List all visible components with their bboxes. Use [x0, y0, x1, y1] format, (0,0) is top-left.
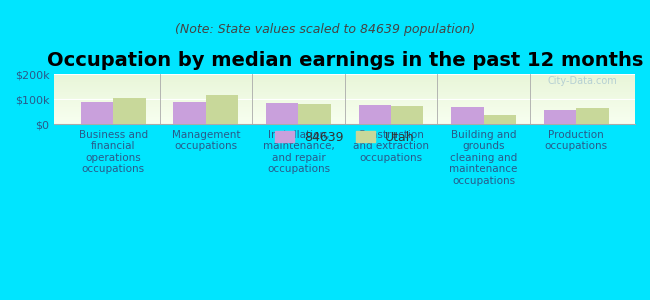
Bar	[451, 107, 484, 124]
Bar	[55, 83, 635, 84]
Bar	[206, 95, 239, 124]
Bar	[55, 117, 635, 118]
Bar	[55, 97, 635, 98]
Bar	[55, 102, 635, 103]
Bar	[113, 98, 146, 124]
Bar	[55, 118, 635, 119]
Bar	[55, 99, 635, 100]
Bar	[55, 104, 635, 105]
Bar	[55, 76, 635, 77]
Bar	[55, 81, 635, 82]
Bar	[391, 106, 423, 124]
Bar	[55, 109, 635, 110]
Bar	[55, 103, 635, 104]
Bar	[55, 89, 635, 90]
Bar	[55, 121, 635, 122]
Legend: 84639, Utah: 84639, Utah	[270, 126, 419, 148]
Bar	[576, 108, 608, 124]
Bar	[55, 112, 635, 113]
Bar	[174, 102, 206, 124]
Bar	[55, 94, 635, 95]
Bar	[55, 111, 635, 112]
Bar	[55, 84, 635, 85]
Bar	[55, 110, 635, 111]
Bar	[55, 101, 635, 102]
Bar	[55, 115, 635, 116]
Bar	[55, 95, 635, 96]
Bar	[55, 107, 635, 108]
Bar	[266, 103, 298, 124]
Bar	[484, 115, 516, 124]
Bar	[544, 110, 576, 124]
Bar	[55, 78, 635, 79]
Bar	[55, 77, 635, 78]
Bar	[55, 116, 635, 117]
Bar	[81, 102, 113, 124]
Bar	[359, 105, 391, 124]
Bar	[55, 114, 635, 115]
Bar	[55, 88, 635, 89]
Bar	[55, 105, 635, 106]
Bar	[55, 120, 635, 121]
Bar	[55, 113, 635, 114]
Text: (Note: State values scaled to 84639 population): (Note: State values scaled to 84639 popu…	[175, 23, 475, 37]
Bar	[55, 87, 635, 88]
Bar	[55, 86, 635, 87]
Bar	[55, 108, 635, 109]
Bar	[55, 75, 635, 76]
Title: Occupation by median earnings in the past 12 months: Occupation by median earnings in the pas…	[47, 51, 643, 70]
Bar	[55, 79, 635, 80]
Bar	[55, 80, 635, 81]
Bar	[298, 104, 331, 124]
Bar	[55, 91, 635, 92]
Bar	[55, 119, 635, 120]
Bar	[55, 98, 635, 99]
Bar	[55, 122, 635, 123]
Text: City-Data.com: City-Data.com	[548, 76, 617, 86]
Bar	[55, 106, 635, 107]
Bar	[55, 85, 635, 86]
Bar	[55, 96, 635, 97]
Bar	[55, 93, 635, 94]
Bar	[55, 123, 635, 124]
Bar	[55, 92, 635, 93]
Bar	[55, 82, 635, 83]
Bar	[55, 100, 635, 101]
Bar	[55, 74, 635, 75]
Bar	[55, 90, 635, 91]
